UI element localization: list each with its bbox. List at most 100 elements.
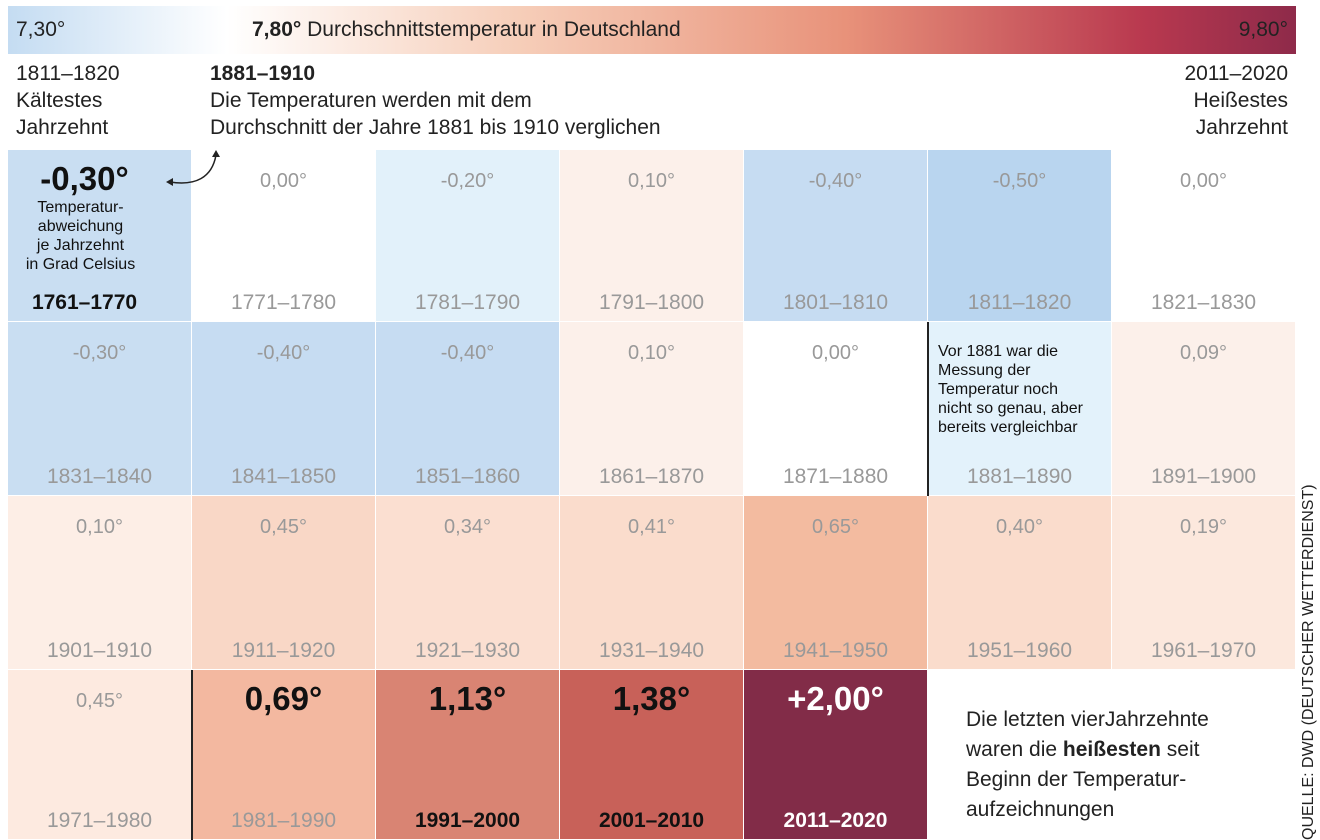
deviation: 0,65° (812, 516, 859, 538)
note-line: Temperatur noch (938, 381, 1059, 398)
period: 1851–1860 (414, 465, 521, 488)
deviation: 1,13° (428, 680, 507, 717)
period: 1871–1880 (782, 465, 889, 488)
period: 1881–1890 (966, 465, 1073, 488)
decade-cell: 0,10° 1901–1910 (8, 496, 191, 669)
deviation: -0,30° (72, 342, 127, 364)
period: 1861–1870 (598, 465, 705, 488)
period: 2001–2010 (598, 809, 705, 832)
decade-cell: -0,20° 1781–1790 (376, 150, 559, 321)
source: QUELLE: DWD (DEUTSCHER WETTERDIENST) (1300, 484, 1317, 840)
scale-mid-value: 7,80° (252, 18, 302, 41)
decade-cell: -0,40° 1851–1860 (376, 322, 559, 495)
deviation: +2,00° (787, 680, 884, 717)
legend: Temperatur-abweichung je Jahrzehnt in Grad… (8, 198, 153, 274)
decade-cell: 0,40° 1951–1960 (928, 496, 1111, 669)
period: 1941–1950 (782, 639, 889, 662)
deviation: 0,69° (244, 680, 323, 717)
legend-line: in Grad Celsius (25, 256, 136, 273)
emphasis: heißesten (1062, 738, 1161, 761)
text: seit (1166, 738, 1200, 761)
period: 1761–1770 (31, 291, 138, 314)
decade-cell: +2,00° 2011–2020 (744, 670, 927, 839)
text: Jahrzehnt (1195, 116, 1288, 139)
period: 2011–2020 (1184, 62, 1288, 85)
decade-cell: 0,09° 1891–1900 (1112, 322, 1295, 495)
deviation: 0,34° (444, 516, 491, 538)
text: waren die heißesten seit (966, 735, 1209, 765)
header-right: 2011–2020 Heißestes Jahrzehnt (1184, 60, 1288, 141)
deviation: 0,00° (260, 170, 307, 192)
text: Kältestes (16, 89, 103, 112)
note: Vor 1881 war die Messung der Temperatur no… (938, 342, 1083, 437)
period: 1961–1970 (1150, 639, 1257, 662)
decade-cell: 0,45° 1971–1980 (8, 670, 191, 839)
deviation: 0,45° (76, 690, 123, 712)
deviation: 0,09° (1180, 342, 1227, 364)
period: 1881–1910 (210, 62, 316, 85)
decade-cell: Vor 1881 war die Messung der Temperatur no… (928, 322, 1111, 495)
deviation: -0,40° (440, 342, 495, 364)
decade-cell: 0,19° 1961–1970 (1112, 496, 1295, 669)
legend-line: je Jahrzehnt (36, 237, 125, 254)
scale-max: 9,80° (1238, 18, 1288, 41)
period: 1891–1900 (1150, 465, 1257, 488)
period: 1801–1810 (782, 291, 889, 314)
period: 1781–1790 (414, 291, 521, 314)
decade-cell: 0,10° 1861–1870 (560, 322, 743, 495)
note-line: nicht so genau, aber (938, 400, 1083, 417)
deviation: 0,10° (76, 516, 123, 538)
period: 1811–1820 (967, 291, 1072, 314)
closing-text: Die letzten vierJahrzehnte waren die hei… (966, 705, 1209, 825)
deviation: 0,00° (812, 342, 859, 364)
decade-cell: -0,30° Temperatur-abweichung je Jahrzehnt i… (8, 150, 191, 321)
header-middle: 1881–1910 Die Temperaturen werden mit de… (210, 60, 661, 141)
deviation: 0,19° (1180, 516, 1227, 538)
decade-cell: -0,50° 1811–1820 (928, 150, 1111, 321)
header-left: 1811–1820 Kältestes Jahrzehnt (16, 60, 120, 141)
text: aufzeichnungen (966, 798, 1115, 821)
deviation: 0,40° (996, 516, 1043, 538)
period: 1771–1780 (230, 291, 337, 314)
decade-cell: 1,38° 2001–2010 (560, 670, 743, 839)
decade-cell: 0,00° 1871–1880 (744, 322, 927, 495)
scale-mid-text: Durchschnittstemperatur in Deutschland (307, 18, 681, 41)
period: 1901–1910 (46, 639, 153, 662)
decade-cell: -0,30° 1831–1840 (8, 322, 191, 495)
period: 1911–1920 (231, 639, 336, 662)
period: 1821–1830 (1150, 291, 1257, 314)
note-line: Vor 1881 war die (938, 343, 1059, 360)
period: 1831–1840 (46, 465, 153, 488)
note-line: Messung der (938, 362, 1031, 379)
decade-cell: 0,00° 1771–1780 (192, 150, 375, 321)
decade-cell: 0,69° 1981–1990 (192, 670, 375, 839)
decade-cell: -0,40° 1801–1810 (744, 150, 927, 321)
note-line: bereits vergleichbar (938, 419, 1078, 436)
decade-cell: 1,13° 1991–2000 (376, 670, 559, 839)
deviation: -0,40° (256, 342, 311, 364)
period: 1921–1930 (414, 639, 521, 662)
period: 1971–1980 (46, 809, 153, 832)
text: Beginn der Temperatur- (966, 768, 1187, 791)
deviation: -0,30° (40, 160, 129, 197)
deviation: -0,50° (992, 170, 1047, 192)
decade-cell: 0,34° 1921–1930 (376, 496, 559, 669)
legend-line: abweichung (37, 218, 124, 235)
text: Heißestes (1193, 89, 1288, 112)
period: 1791–1800 (598, 291, 705, 314)
deviation: -0,40° (808, 170, 863, 192)
deviation: 0,10° (628, 170, 675, 192)
period: 1981–1990 (230, 809, 337, 832)
deviation: -0,20° (440, 170, 495, 192)
scale-min: 7,30° (16, 18, 66, 41)
text: Jahrzehnt (16, 116, 109, 139)
text: Die Temperaturen werden mit dem (210, 89, 532, 112)
text: Die letzten vierJahrzehnte (966, 708, 1209, 731)
decade-cell: 0,00° 1821–1830 (1112, 150, 1295, 321)
period: 1951–1960 (966, 639, 1073, 662)
decade-cell: 0,65° 1941–1950 (744, 496, 927, 669)
decade-cell: 0,41° 1931–1940 (560, 496, 743, 669)
legend-line: Temperatur- (37, 199, 124, 216)
